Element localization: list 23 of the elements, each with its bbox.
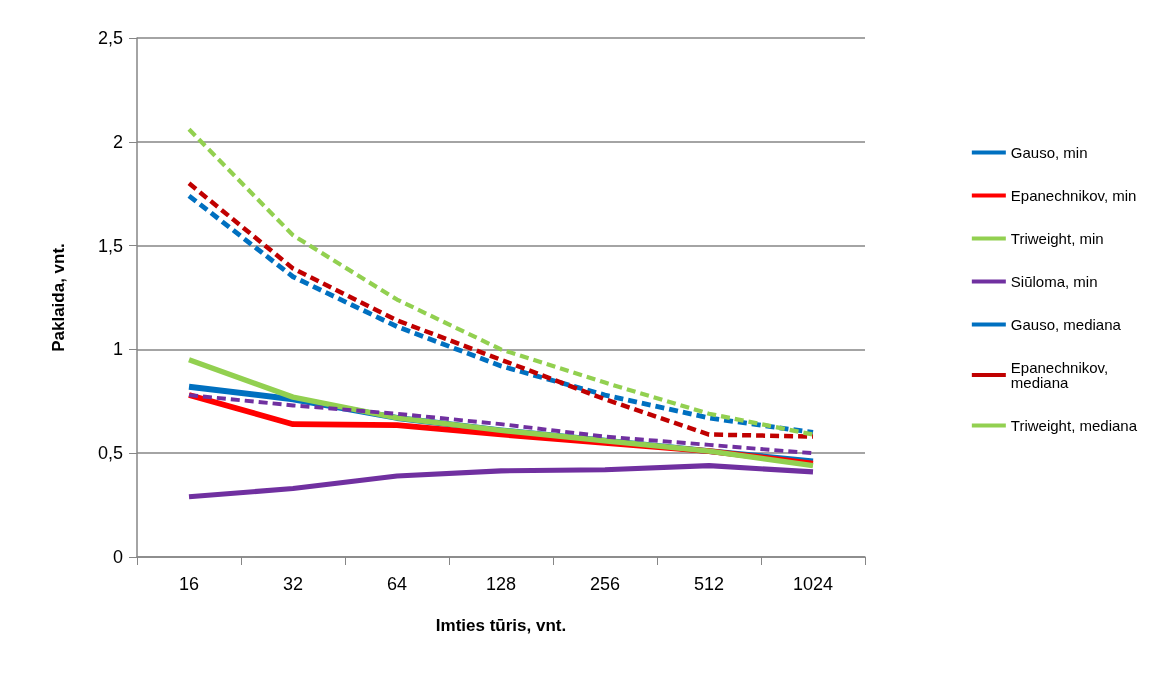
x-tick-label: 256 [589, 574, 621, 594]
legend-label: Epanechnikov, mediana [1010, 359, 1113, 391]
x-tick-label: 64 [386, 574, 408, 594]
legend-label: Epanechnikov, min [1010, 187, 1137, 204]
legend-label: Siūloma, min [1010, 273, 1098, 290]
legend-label: Gauso, mediana [1010, 316, 1122, 333]
y-tick-label: 1,5 [97, 235, 123, 256]
x-tick-label: 512 [693, 574, 725, 594]
legend-label: Gauso, min [1010, 144, 1088, 161]
x-tick-label: 16 [178, 574, 200, 594]
legend-label: Triweight, mediana [1010, 417, 1138, 434]
y-tick-label: 0 [112, 547, 123, 567]
y-tick-label: 0,5 [97, 443, 123, 464]
y-tick-label: 2 [112, 131, 123, 152]
y-tick-label: 2,5 [97, 28, 123, 48]
x-tick-label: 32 [282, 574, 304, 594]
line-series [186, 127, 816, 437]
y-tick-label: 1 [112, 339, 123, 360]
legend-label: Triweight, min [1010, 230, 1104, 247]
y-axis-title: Paklaida, vnt. [49, 243, 68, 352]
x-tick-label: 128 [485, 574, 517, 594]
x-axis-title: Imties tūris, vnt. [435, 616, 567, 635]
x-tick-label: 1024 [792, 574, 834, 594]
